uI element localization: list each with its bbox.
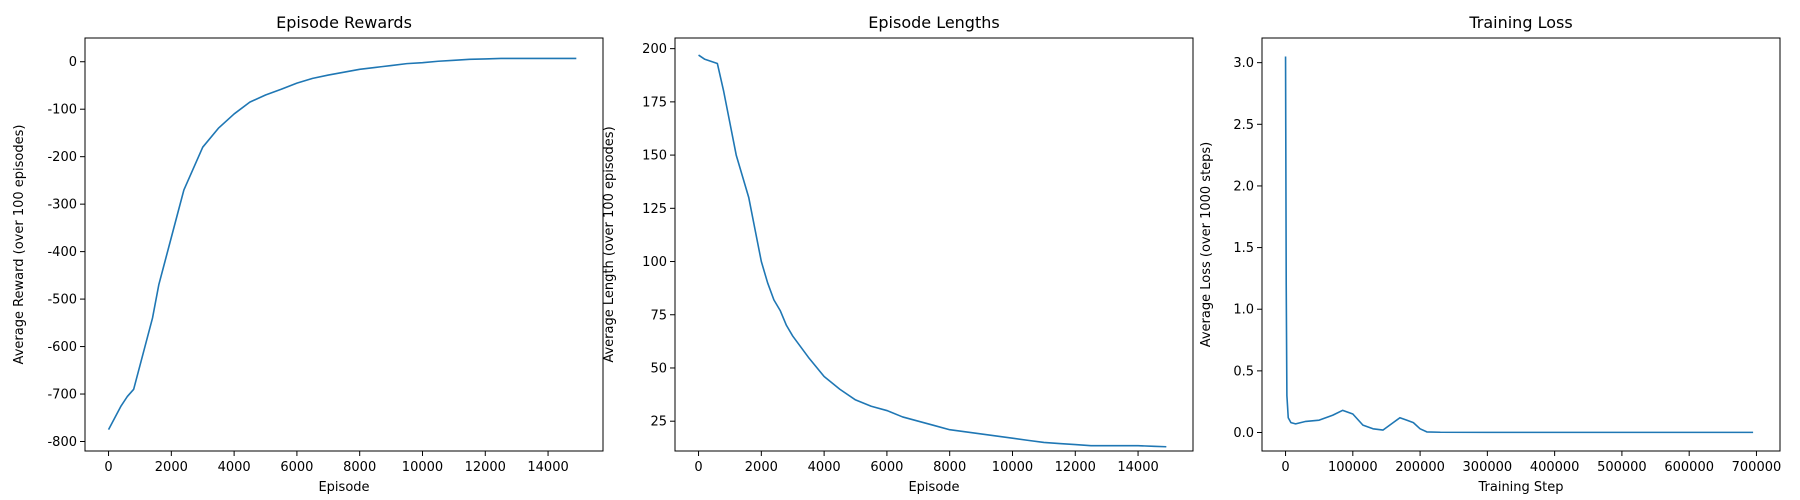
x-tick-label: 2000 <box>745 460 778 475</box>
x-tick-label: 0 <box>1281 460 1289 475</box>
x-tick-label: 12000 <box>465 460 506 475</box>
chart-title: Episode Rewards <box>276 13 412 32</box>
y-tick-label: 0.0 <box>1233 426 1254 441</box>
rewards-chart: Episode Rewards 0 2000 4000 6000 8000 10000 120… <box>12 13 604 495</box>
x-tick-label: 0 <box>694 460 702 475</box>
y-tick-label: -100 <box>47 103 77 118</box>
x-tick-label: 8000 <box>933 460 966 475</box>
y-tick-label: -400 <box>47 245 77 260</box>
y-tick-label: 3.0 <box>1233 56 1254 71</box>
x-tick-label: 8000 <box>343 460 376 475</box>
x-tick-label: 4000 <box>808 460 841 475</box>
x-tick-label: 4000 <box>218 460 251 475</box>
series-line <box>698 54 1167 448</box>
x-tick-label: 200000 <box>1395 460 1445 475</box>
x-tick-label: 10000 <box>992 460 1033 475</box>
y-tick-label: 200 <box>642 42 667 57</box>
x-tick-label: 100000 <box>1328 460 1378 475</box>
y-tick-label: 125 <box>642 202 667 217</box>
loss-chart: Training Loss 0 100000 200000 300000 400000 50… <box>1199 13 1781 495</box>
y-tick-label: -700 <box>47 388 77 403</box>
y-tick-label: -200 <box>47 150 77 165</box>
y-tick-label: 50 <box>650 361 667 376</box>
y-tick-label: -800 <box>47 435 77 450</box>
series-line <box>107 57 577 431</box>
x-tick-label: 14000 <box>527 460 568 475</box>
y-tick-label: 1.0 <box>1233 303 1254 318</box>
y-tick-label: 25 <box>650 415 667 430</box>
x-tick-label: 2000 <box>155 460 188 475</box>
y-tick-label: -600 <box>47 340 77 355</box>
x-tick-label: 400000 <box>1530 460 1580 475</box>
y-tick-label: 1.5 <box>1233 241 1254 256</box>
y-tick-label: 150 <box>642 149 667 164</box>
x-tick-label: 600000 <box>1664 460 1714 475</box>
x-tick-label: 14000 <box>1117 460 1158 475</box>
x-tick-label: 10000 <box>402 460 443 475</box>
chart-title: Episode Lengths <box>868 13 999 32</box>
x-axis-label: Training Step <box>1477 480 1563 495</box>
x-tick-label: 6000 <box>280 460 313 475</box>
y-tick-label: 0.5 <box>1233 364 1254 379</box>
y-tick-label: -500 <box>47 293 77 308</box>
axes-frame <box>84 37 604 452</box>
axes-frame <box>674 37 1194 452</box>
x-tick-label: 700000 <box>1732 460 1782 475</box>
x-tick-label: 12000 <box>1055 460 1096 475</box>
y-tick-label: 100 <box>642 255 667 270</box>
y-tick-label: 175 <box>642 95 667 110</box>
x-tick-label: 500000 <box>1597 460 1647 475</box>
y-tick-label: 2.5 <box>1233 118 1254 133</box>
lengths-chart: Episode Lengths 0 2000 4000 6000 8000 10000 120… <box>602 13 1194 495</box>
y-tick-label: 75 <box>650 308 667 323</box>
y-axis-label: Average Length (over 100 episodes) <box>602 126 617 362</box>
y-tick-label: -300 <box>47 198 77 213</box>
y-tick-label: 2.0 <box>1233 179 1254 194</box>
y-tick-label: 0 <box>69 55 77 70</box>
y-axis-label: Average Loss (over 1000 steps) <box>1199 142 1214 348</box>
x-axis-label: Episode <box>318 480 369 495</box>
x-tick-label: 6000 <box>870 460 903 475</box>
chart-title: Training Loss <box>1468 13 1572 32</box>
axes-frame <box>1261 37 1781 452</box>
series-line <box>1284 56 1754 434</box>
x-axis-label: Episode <box>908 480 959 495</box>
y-axis-label: Average Reward (over 100 episodes) <box>12 125 27 365</box>
x-tick-label: 300000 <box>1463 460 1513 475</box>
x-tick-label: 0 <box>104 460 112 475</box>
